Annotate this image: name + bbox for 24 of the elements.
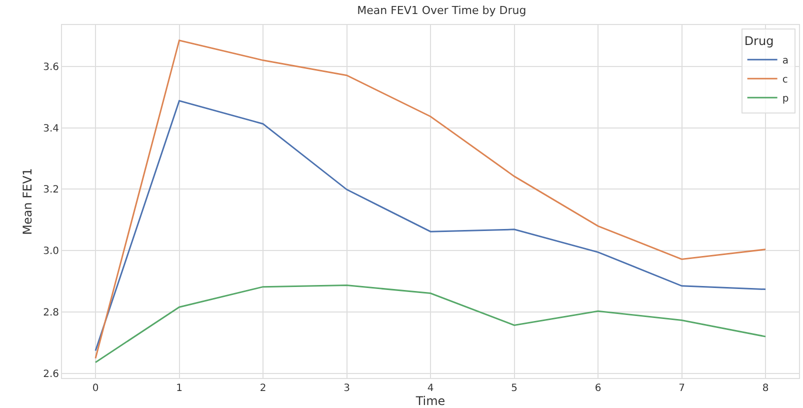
x-tick-label: 3 — [344, 383, 350, 394]
legend-label: a — [782, 56, 788, 67]
x-tick-label: 4 — [427, 383, 434, 394]
x-tick-label: 2 — [260, 383, 266, 394]
x-tick-label: 5 — [511, 383, 518, 394]
line-series — [94, 284, 766, 364]
x-tick-label: 8 — [762, 383, 769, 394]
x-axis-title: Time — [414, 394, 446, 408]
x-tick-label: 1 — [176, 383, 182, 394]
x-tick-label: 6 — [594, 383, 602, 394]
line-series — [94, 100, 766, 352]
y-tick-label: 2.8 — [43, 308, 59, 318]
y-tick-label: 3.6 — [43, 62, 59, 73]
y-axis-title: Mean FEV1 — [20, 168, 34, 235]
y-tick-label: 3.0 — [43, 246, 59, 258]
y-tick-label: 2.6 — [43, 368, 59, 380]
x-tick-label: 0 — [92, 383, 99, 394]
legend-title: Drug — [744, 34, 774, 48]
legend-label: c — [782, 74, 788, 86]
x-tick-label: 7 — [678, 383, 685, 394]
legend-label: p — [782, 94, 789, 105]
y-tick-label: 3.4 — [43, 123, 59, 134]
y-tick-label: 3.2 — [43, 184, 59, 196]
chart-title: Mean FEV1 Over Time by Drug — [357, 4, 526, 17]
